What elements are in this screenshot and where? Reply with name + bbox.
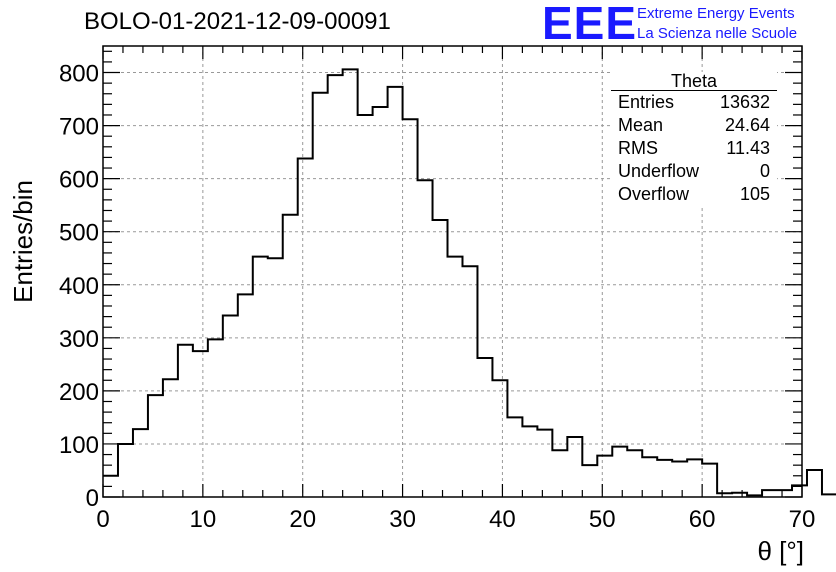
histogram-bin [178,345,193,497]
histogram-bin [148,395,163,497]
grid-lines [103,46,802,497]
stats-value: 105 [739,184,770,204]
stats-box: Theta Entries 13632 Mean 24.64 RMS 11.43… [611,72,777,206]
y-tick-label: 800 [59,61,99,88]
stats-label: Overflow [618,184,690,204]
histogram-bin [777,490,792,497]
x-tick-label: 40 [489,506,516,533]
x-tick-label: 10 [190,506,217,533]
histogram-bin [358,115,373,497]
histogram-bin [627,450,642,497]
stats-row-rms: RMS 11.43 [611,137,777,160]
stats-label: Mean [618,115,664,135]
stats-label: Entries [618,92,675,112]
histogram-bin [253,257,268,497]
histogram-bin [268,258,283,497]
histogram-bin [313,93,328,497]
histogram-bars [103,68,836,497]
histogram-bin [822,494,836,497]
x-tick-label: 60 [689,506,716,533]
histogram-bin [298,158,313,497]
histogram-bin [687,459,702,497]
histogram-bin [792,485,807,497]
stats-value: 24.64 [724,115,770,135]
y-tick-label: 400 [59,273,99,300]
y-axis-label: Entries/bin [8,180,38,303]
histogram-bin [223,316,238,497]
histogram-bin [328,75,343,497]
stats-title: Theta [611,72,777,91]
histogram-bin [507,417,522,497]
stats-row-underflow: Underflow 0 [611,160,777,183]
histogram-bin [582,465,597,497]
y-tick-label: 500 [59,220,99,247]
histogram-bin [238,294,253,497]
logo-caption: Extreme Energy Events La Scienza nelle S… [637,4,797,44]
histogram-bin [163,379,178,497]
y-tick-label: 0 [86,485,99,512]
histogram-bin [283,215,298,497]
y-tick-label: 600 [59,167,99,194]
histogram-bin [537,430,552,497]
stats-label: Underflow [618,161,700,181]
run-title: BOLO-01-2021-12-09-00091 [84,8,391,35]
histogram-bin [343,69,358,497]
histogram-bin [193,351,208,497]
stats-row-overflow: Overflow 105 [611,183,777,206]
histogram-bin [612,447,627,497]
histogram-bin [418,180,433,497]
histogram-bin [702,464,717,497]
stats-value: 13632 [719,92,770,112]
histogram-bin [448,257,463,497]
y-tick-label: 100 [59,432,99,459]
logo-caption-line-1: Extreme Energy Events [637,5,795,22]
stats-value: 0 [759,161,770,181]
stats-row-mean: Mean 24.64 [611,114,777,137]
histogram-bin [567,437,582,497]
histogram-bin [657,460,672,497]
histogram-bin [388,87,403,497]
stats-row-entries: Entries 13632 [611,91,777,114]
histogram-bin [762,490,777,497]
stats-value: 11.43 [726,138,770,158]
histogram-bin [373,107,388,497]
plot-frame [102,45,803,498]
x-tick-label: 50 [589,506,616,533]
histogram-bin [118,444,133,497]
histogram-bin [672,461,687,497]
histogram-bin [462,266,477,497]
eee-logo: EEE [542,0,638,49]
x-tick-label: 20 [289,506,316,533]
x-tick-label: 70 [789,506,816,533]
stats-label: RMS [618,138,658,158]
histogram-bin [433,220,448,497]
histogram-bin [492,380,507,497]
histogram-bin [597,456,612,497]
histogram-outline [103,68,836,497]
x-axis-label: θ [°] [757,536,804,566]
histogram-bin [552,450,567,497]
histogram-bin [208,339,223,497]
y-tick-label: 200 [59,379,99,406]
histogram-bin [403,119,418,497]
histogram-bin [133,429,148,497]
histogram-bin [477,358,492,497]
y-tick-label: 700 [59,114,99,141]
axes-frame [102,45,803,498]
histogram-bin [522,426,537,497]
histogram-bin [642,457,657,497]
axis-ticks [102,46,803,498]
logo-caption-line-2: La Scienza nelle Scuole [637,25,798,42]
histogram-bin [807,470,822,497]
x-tick-label: 30 [389,506,416,533]
x-tick-label: 0 [96,506,109,533]
y-tick-label: 300 [59,326,99,353]
